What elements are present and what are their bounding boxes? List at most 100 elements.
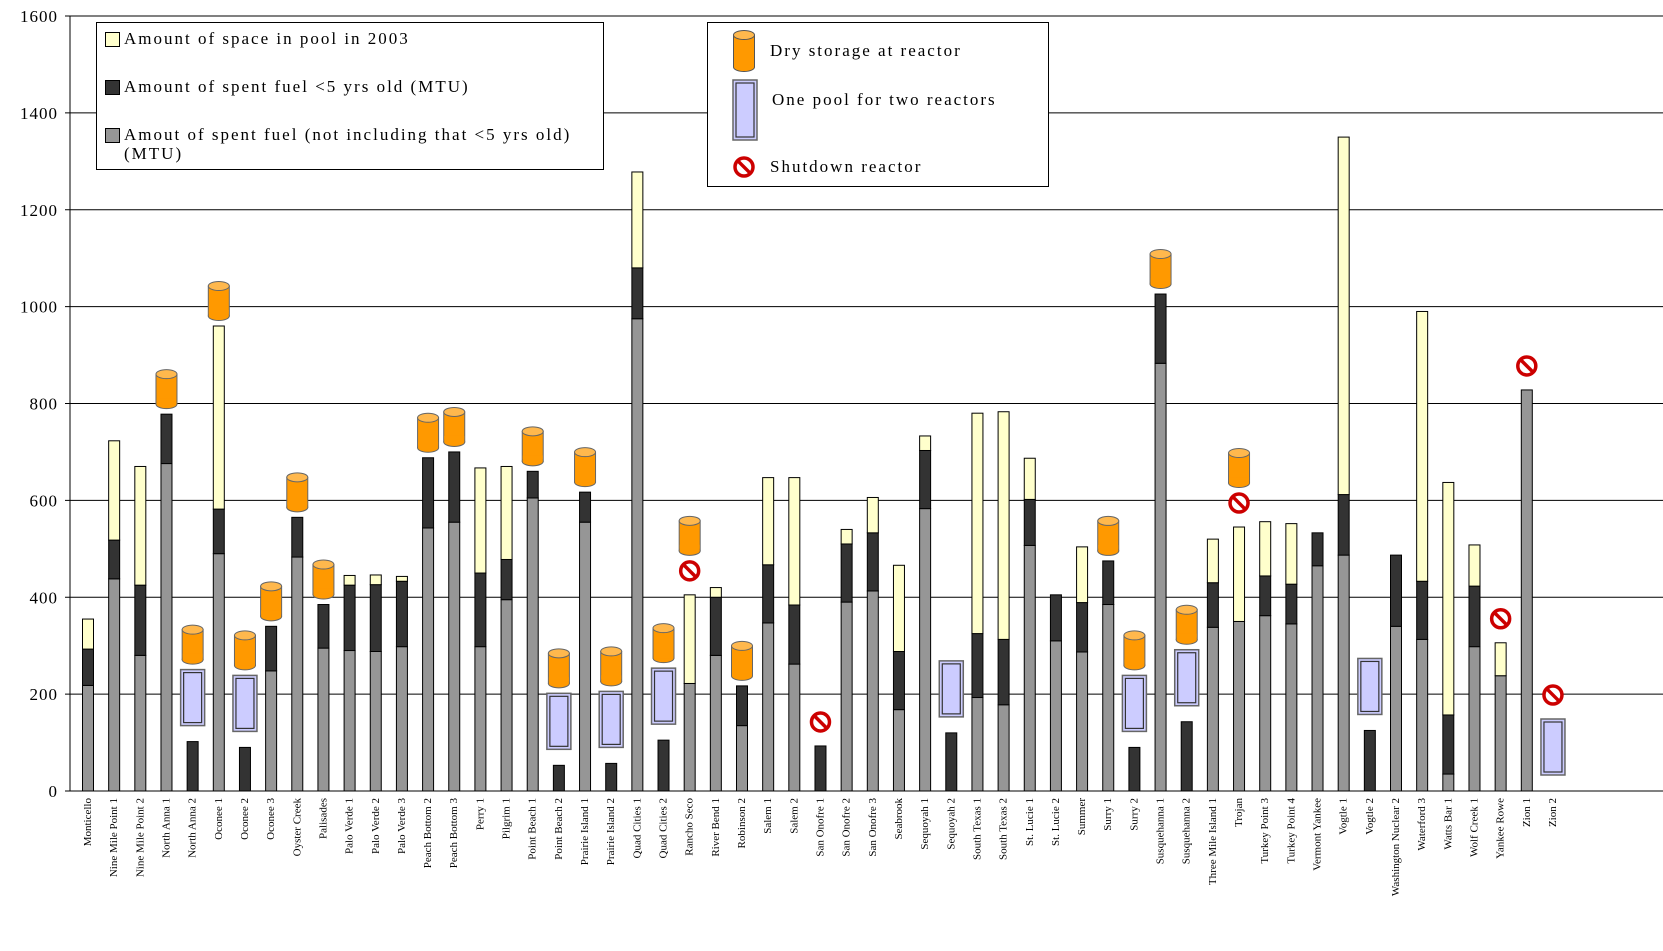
- shared-pool-outer: [179, 668, 206, 727]
- dry-storage-icon: [155, 369, 178, 410]
- bar-older-fuel: [1442, 773, 1455, 792]
- dry-storage-base-fill: [653, 652, 674, 659]
- x-tick-label: Oyster Creek: [291, 798, 303, 857]
- shutdown-slash: [682, 563, 698, 579]
- dry-storage-lid: [260, 581, 283, 592]
- legend-label-shutdown: Shutdown reactor: [770, 157, 923, 176]
- dry-storage-icon: [1123, 630, 1146, 671]
- dry-storage-icon: [1175, 604, 1198, 645]
- bar-recent-fuel: [1442, 714, 1455, 775]
- legend-item-older: Amout of spent fuel (not including that …: [105, 125, 571, 163]
- bar-older-fuel: [1390, 625, 1402, 792]
- dry-storage-lid: [233, 630, 256, 641]
- bar-pool-space: [212, 325, 225, 510]
- y-tick-label: 800: [30, 395, 59, 414]
- bar-older-fuel: [892, 709, 905, 792]
- bar-recent-fuel: [448, 451, 461, 523]
- y-tick-label: 1600: [20, 7, 58, 26]
- dry-storage-lid: [547, 648, 570, 659]
- x-tick-label: Salem 1: [762, 798, 774, 834]
- x-tick-label: South Texas 2: [998, 798, 1010, 860]
- bar-recent-fuel: [134, 584, 147, 656]
- dry-storage-icon: [547, 648, 570, 689]
- series-legend: Amount of space in pool in 2003 Amount o…: [96, 22, 604, 170]
- dry-storage-base-fill: [182, 653, 203, 660]
- x-tick-label: Summer: [1076, 798, 1088, 836]
- bar-recent-fuel: [657, 739, 670, 792]
- bar-recent-fuel: [840, 543, 853, 603]
- x-tick-label: River Bend 1: [710, 798, 722, 857]
- dry-storage-lid: [731, 640, 753, 651]
- bar-older-fuel: [160, 463, 173, 792]
- bar-pool-space: [1233, 526, 1246, 622]
- bar-pool-space: [1442, 481, 1455, 716]
- x-tick-label: Vogtle 1: [1338, 798, 1350, 835]
- shutdown-icon: [1228, 492, 1250, 514]
- dry-storage-icon: [417, 412, 440, 453]
- dry-storage-icon: [207, 281, 230, 321]
- x-tick-label: South Texas 1: [971, 798, 983, 860]
- bar-older-fuel: [1049, 640, 1062, 792]
- dry-storage-icon: [1097, 515, 1120, 556]
- x-tick-label: Trojan: [1233, 798, 1245, 827]
- x-tick-label: Peach Bottom 3: [448, 798, 460, 869]
- dry-storage-base-fill: [575, 476, 596, 483]
- x-tick-label: Palo Verde 2: [370, 798, 382, 854]
- x-tick-label: Vermont Yankee: [1312, 798, 1324, 871]
- dry-storage-icon: [521, 426, 544, 467]
- dry-storage-icon: [1149, 249, 1172, 290]
- dry-storage-lid: [155, 369, 178, 380]
- x-tick-label: Point Beach 1: [527, 798, 539, 860]
- x-tick-label: Peach Bottom 2: [422, 798, 434, 868]
- x-tick-label: Palisades: [317, 798, 329, 839]
- bar-pool-space: [1494, 642, 1507, 677]
- dry-storage-icon: [652, 623, 675, 664]
- y-tick-label: 1000: [20, 298, 58, 317]
- shared-pool-icon: [1357, 657, 1383, 716]
- x-tick-label: Perry 1: [474, 798, 486, 830]
- bar-pool-space: [1468, 544, 1481, 587]
- shutdown-slash: [813, 714, 828, 730]
- dry-storage-base-fill: [208, 310, 229, 316]
- legend-label-dry: Dry storage at reactor: [770, 41, 962, 60]
- bar-recent-fuel: [788, 604, 801, 665]
- bar-pool-space: [762, 477, 775, 566]
- bar-recent-fuel: [291, 516, 304, 558]
- x-tick-label: Turkey Point 3: [1259, 798, 1271, 864]
- bar-recent-fuel: [762, 564, 775, 624]
- bar-older-fuel: [683, 682, 696, 792]
- x-tick-label: Prairie Island 2: [605, 798, 617, 865]
- bars: [82, 136, 1533, 792]
- shared-pool-inner: [1360, 660, 1380, 713]
- x-tick-label: Waterford 3: [1416, 798, 1428, 851]
- bar-recent-fuel: [709, 596, 722, 656]
- dry-storage-lid: [1149, 249, 1172, 260]
- shared-pool-icon: [1121, 674, 1148, 733]
- bar-pool-space: [866, 496, 879, 534]
- dry-storage-base-fill: [1098, 544, 1119, 551]
- bar-pool-space: [631, 171, 644, 269]
- legend-label-older-line2: (MTU): [124, 144, 184, 163]
- bar-recent-fuel: [212, 508, 225, 555]
- bar-pool-space: [1285, 523, 1298, 585]
- shared-pool-inner: [1177, 652, 1197, 704]
- x-tick-label: Turkey Point 4: [1285, 798, 1297, 864]
- bar-recent-fuel: [1023, 498, 1036, 546]
- dry-storage-base-fill: [313, 588, 334, 595]
- dry-storage-icon: [574, 447, 597, 488]
- bar-recent-fuel: [814, 745, 827, 792]
- legend-label-pool: One pool for two reactors: [772, 90, 997, 109]
- bar-pool-space: [1023, 457, 1036, 500]
- shutdown-slash: [1493, 611, 1509, 627]
- shutdown-icon: [1489, 608, 1512, 630]
- x-tick-label: Watts Bar 1: [1442, 798, 1454, 850]
- bar-older-fuel: [500, 599, 513, 792]
- dry-storage-base-fill: [522, 455, 543, 462]
- dry-storage-base-fill: [601, 675, 622, 682]
- bar-older-fuel: [343, 650, 356, 792]
- bar-older-fuel: [1206, 626, 1219, 792]
- bar-recent-fuel: [1206, 582, 1219, 628]
- bar-recent-fuel: [605, 762, 618, 792]
- x-tick-label: Wolf Creek 1: [1468, 798, 1480, 857]
- y-tick-label: 1200: [20, 201, 58, 220]
